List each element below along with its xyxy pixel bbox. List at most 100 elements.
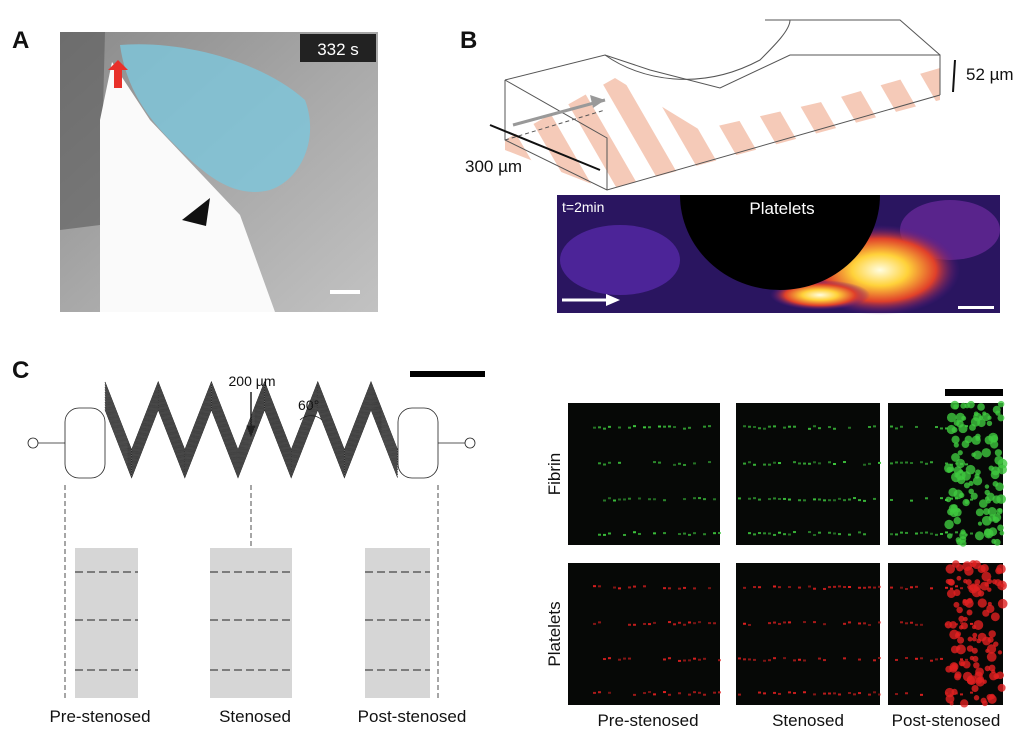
aggregate [956,539,962,545]
signal [718,532,721,534]
signal [603,464,606,466]
signal [915,426,918,428]
signal [858,659,861,661]
signal [628,658,631,660]
signal [798,587,801,589]
signal [683,660,686,662]
signal [663,587,666,589]
aggregate [997,414,1004,421]
signal [718,659,721,661]
signal [683,533,686,535]
signal [663,532,666,534]
micrograph [736,403,880,545]
signal [708,425,711,427]
signal [763,464,766,466]
signal [678,660,681,662]
signal [648,623,651,625]
signal [763,532,766,534]
aggregate [993,406,1001,414]
signal [698,621,701,623]
signal [673,464,676,466]
aggregate [949,467,954,472]
signal [813,461,816,463]
aggregate [967,610,973,616]
signal [873,425,876,427]
aggregate [995,482,1004,491]
signal [925,497,928,499]
signal [623,534,626,536]
signal [603,658,606,660]
timestamp: 332 s [317,40,359,59]
signal [643,585,646,587]
signal [683,624,686,626]
signal [818,498,821,500]
micrograph [568,403,720,545]
signal [798,462,801,464]
aggregate [971,493,978,500]
section-fill [365,548,430,698]
signal [688,534,691,536]
signal [895,461,898,463]
signal [890,533,893,535]
aggregate [998,599,1008,609]
aggregate [985,666,991,672]
region-label: Post-stenosed [358,707,467,726]
signal [628,498,631,500]
signal [688,427,691,429]
region-label: Pre-stenosed [49,707,150,726]
aggregate [967,585,971,589]
aggregate [945,688,955,698]
aggregate [963,617,968,622]
signal [613,587,616,589]
signal [873,691,876,693]
signal [758,499,761,501]
signal [833,692,836,694]
signal [703,426,706,428]
signal [608,497,611,499]
aggregate [948,579,955,586]
signal [868,624,871,626]
signal [910,622,913,624]
signal [773,622,776,624]
signal [688,621,691,623]
aggregate [988,527,997,536]
signal [663,426,666,428]
signal [833,586,836,588]
signal [823,693,826,695]
signal [965,659,968,661]
signal [788,426,791,428]
aggregate [960,699,968,707]
signal [633,586,636,588]
angle-label: 60° [298,397,319,413]
aggregate [988,602,992,606]
signal [738,657,741,659]
aggregate [998,684,1006,692]
signal [743,623,746,625]
signal [905,622,908,624]
signal [658,462,661,464]
signal [678,463,681,465]
signal [925,532,928,534]
channel-3d [490,20,955,190]
signal [773,534,776,536]
aggregate [944,520,953,529]
section-fill [210,548,292,698]
signal [713,692,716,694]
length-label: 300 µm [465,157,522,176]
heatmap: t=2min Platelets [557,195,1000,315]
signal [813,693,816,695]
signal [868,463,871,465]
signal [890,462,893,464]
signal [793,461,796,463]
signal [703,694,706,696]
signal [803,659,806,661]
aggregate [967,598,973,604]
aggregate [975,586,979,590]
scale-bar [945,389,1003,396]
signal [895,693,898,695]
signal [753,533,756,535]
signal [955,531,958,533]
aggregate [1001,583,1005,587]
aggregate [954,442,959,447]
signal [738,694,741,696]
